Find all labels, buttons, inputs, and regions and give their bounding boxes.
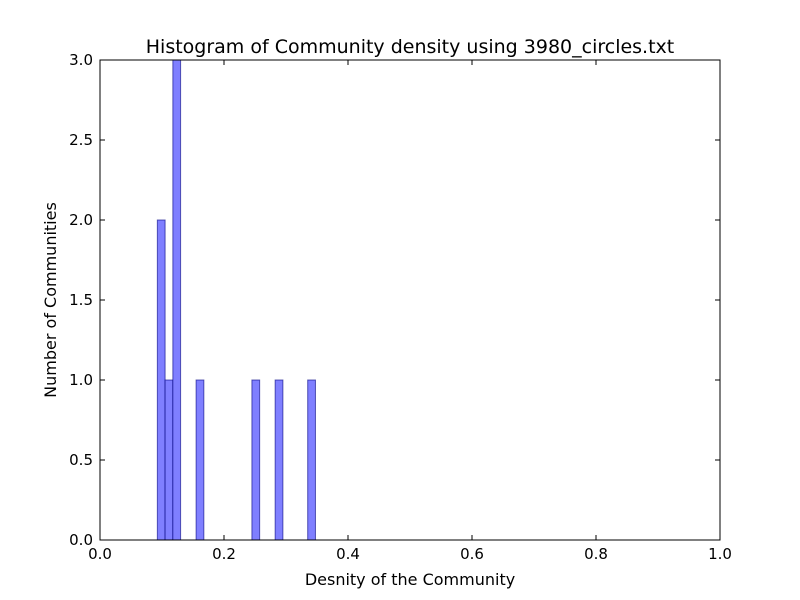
y-tick-label-4: 2.0 [69,211,93,229]
chart-title: Histogram of Community density using 398… [146,36,675,58]
y-tick-label-5: 2.5 [69,131,93,149]
y-tick-label-3: 1.5 [69,291,93,309]
histogram-bar-4 [251,379,261,541]
y-tick-label-6: 3.0 [69,51,93,69]
histogram-bar-5 [274,379,284,541]
x-tick-label-2: 0.4 [336,545,360,563]
x-tick-label-4: 0.8 [584,545,608,563]
histogram-bar-0 [156,219,166,541]
y-tick-label-1: 0.5 [69,451,93,469]
histogram-bar-6 [307,379,316,541]
y-axis-label: Number of Communities [41,202,60,398]
y-axis-ticks: 0.0 0.5 1.0 1.5 2.0 2.5 3.0 [69,51,720,549]
x-tick-label-5: 1.0 [708,545,732,563]
x-tick-label-3: 0.6 [460,545,484,563]
x-tick-label-1: 0.2 [212,545,236,563]
x-axis-label: Desnity of the Community [305,570,515,589]
histogram-bar-2 [172,59,182,541]
histogram-bar-3 [195,379,205,541]
y-tick-label-0: 0.0 [69,531,93,549]
x-tick-label-0: 0.0 [88,545,112,563]
histogram-bar-1 [164,379,174,541]
x-axis-ticks: 0.0 0.2 0.4 0.6 0.8 1.0 [88,60,732,563]
y-tick-label-2: 1.0 [69,371,93,389]
